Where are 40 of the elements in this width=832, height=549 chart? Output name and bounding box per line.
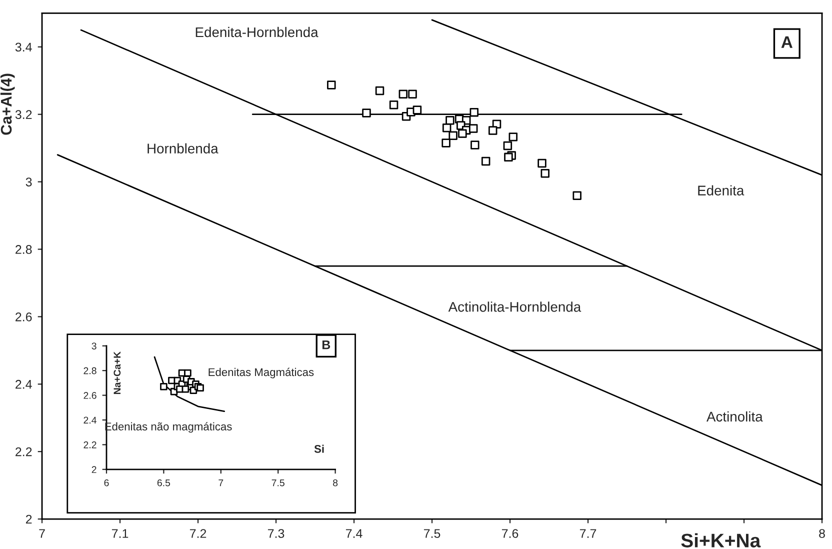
y-tick-label: 2.6 <box>16 312 32 322</box>
y-tick-label: 2.2 <box>16 447 32 456</box>
y-axis-title: Ca+Al(4) <box>0 74 15 135</box>
x-tick-label: 7.1 <box>112 529 128 538</box>
x-tick-label: 7.4 <box>346 529 362 538</box>
x-tick-label: 6 <box>104 479 109 486</box>
annotation: Actinolita-Hornblenda <box>448 302 582 312</box>
y-tick-label: 2.4 <box>16 380 32 389</box>
annotation: Edenita <box>698 185 744 196</box>
x-tick-label: 7 <box>218 479 224 486</box>
y-tick-label: 2 <box>26 514 32 524</box>
x-axis-title: Si <box>314 444 324 453</box>
x-tick-label: 7 <box>39 529 45 538</box>
x-tick-label: 8 <box>333 479 338 486</box>
y-tick-label: 2.8 <box>84 367 96 374</box>
annotation: Edenitas Magmáticas <box>208 368 314 378</box>
y-tick-label: 2.2 <box>84 441 96 448</box>
annotation: B <box>322 340 330 350</box>
y-tick-label: 3 <box>26 178 32 186</box>
x-tick-label: 7.2 <box>190 529 206 538</box>
x-axis-title: Si+K+Na <box>681 533 761 548</box>
x-tick-label: 7.3 <box>268 529 284 538</box>
annotation: Hornblenda <box>148 143 218 154</box>
annotation: Edenita-Hornblenda <box>196 26 318 38</box>
y-axis-title: Na+Ca+K <box>114 352 121 394</box>
y-tick-label: 2.6 <box>84 392 96 399</box>
y-tick-label: 2.8 <box>16 245 32 254</box>
y-tick-label: 3 <box>92 342 96 350</box>
x-tick-label: 8 <box>819 529 825 538</box>
x-tick-label: 7.6 <box>502 529 518 538</box>
annotation: Actinolita <box>706 411 763 422</box>
y-tick-label: 3.2 <box>15 110 32 119</box>
y-tick-label: 2.4 <box>84 416 96 424</box>
x-tick-label: 7.5 <box>272 479 284 486</box>
y-tick-label: 2 <box>92 466 96 473</box>
x-tick-label: 7.7 <box>580 529 596 538</box>
x-tick-label: 6.5 <box>157 479 170 486</box>
annotation: A <box>781 36 792 48</box>
y-tick-label: 3.4 <box>15 42 32 52</box>
x-tick-label: 7.5 <box>424 529 440 538</box>
